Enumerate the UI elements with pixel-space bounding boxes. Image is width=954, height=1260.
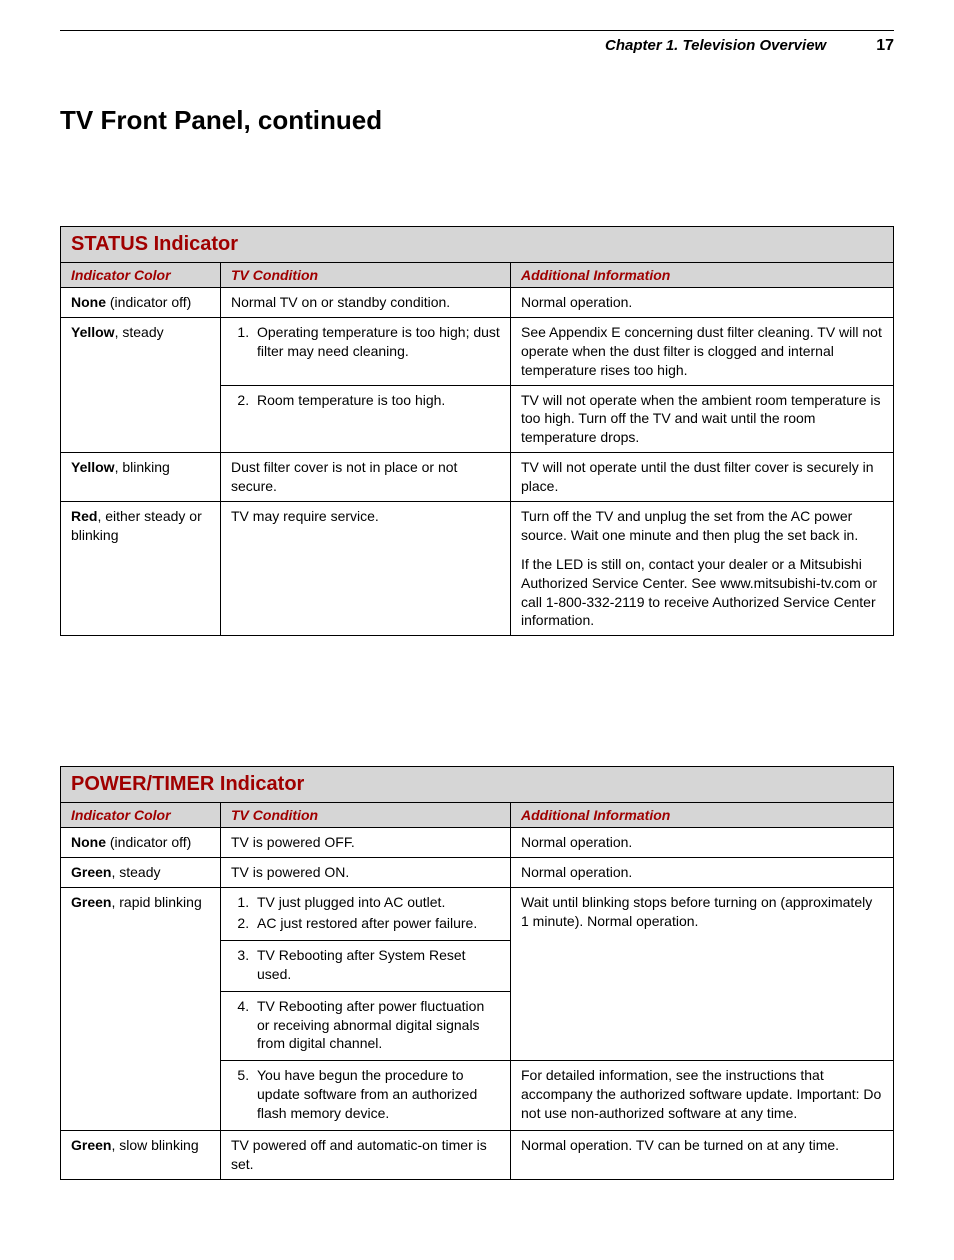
status-table-title: STATUS Indicator: [61, 227, 894, 263]
info-cell: Normal operation.: [511, 858, 894, 888]
status-indicator-table: STATUS Indicator Indicator Color TV Cond…: [60, 226, 894, 636]
condition-cell: TV may require service.: [221, 502, 511, 636]
table-row: Green, steady TV is powered ON. Normal o…: [61, 858, 894, 888]
condition-cell: Dust filter cover is not in place or not…: [221, 453, 511, 502]
condition-cell: TV is powered OFF.: [221, 828, 511, 858]
info-cell: Turn off the TV and unplug the set from …: [511, 502, 894, 636]
table-row: Yellow, blinking Dust filter cover is no…: [61, 453, 894, 502]
indicator-cell: Green, slow blinking: [61, 1131, 221, 1180]
list-item: TV just plugged into AC outlet.: [253, 893, 500, 912]
page-number: 17: [876, 37, 894, 55]
list-item: TV Rebooting after power fluctuation or …: [253, 997, 500, 1054]
page: Chapter 1. Television Overview 17 TV Fro…: [0, 0, 954, 1260]
indicator-suffix: , slow blinking: [111, 1137, 198, 1153]
indicator-cell: Green, steady: [61, 858, 221, 888]
condition-cell: TV powered off and automatic-on timer is…: [221, 1131, 511, 1180]
status-col-condition: TV Condition: [221, 263, 511, 288]
table-row: Red, either steady or blinking TV may re…: [61, 502, 894, 636]
indicator-cell: Yellow, steady: [61, 317, 221, 452]
info-paragraph: Turn off the TV and unplug the set from …: [521, 507, 883, 545]
list-item: TV Rebooting after System Reset used.: [253, 946, 500, 984]
condition-cell: TV is powered ON.: [221, 858, 511, 888]
condition-cell: TV just plugged into AC outlet. AC just …: [221, 888, 511, 941]
list-item: You have begun the procedure to update s…: [253, 1066, 500, 1123]
condition-cell: Normal TV on or standby condition.: [221, 288, 511, 318]
power-col-condition: TV Condition: [221, 803, 511, 828]
info-cell: Wait until blinking stops before turning…: [511, 888, 894, 1061]
condition-cell: You have begun the procedure to update s…: [221, 1061, 511, 1131]
info-cell: Normal operation.: [511, 288, 894, 318]
info-cell: TV will not operate when the ambient roo…: [511, 385, 894, 453]
indicator-suffix: , steady: [111, 864, 160, 880]
indicator-color: Yellow: [71, 324, 115, 340]
list-item: AC just restored after power failure.: [253, 914, 500, 933]
indicator-color: Green: [71, 894, 111, 910]
power-table-title: POWER/TIMER Indicator: [61, 767, 894, 803]
table-row: Green, slow blinking TV powered off and …: [61, 1131, 894, 1180]
indicator-cell: Yellow, blinking: [61, 453, 221, 502]
condition-cell: Operating temperature is too high; dust …: [221, 317, 511, 385]
indicator-suffix: (indicator off): [106, 294, 191, 310]
status-col-indicator: Indicator Color: [61, 263, 221, 288]
table-row: None (indicator off) Normal TV on or sta…: [61, 288, 894, 318]
info-cell: See Appendix E concerning dust filter cl…: [511, 317, 894, 385]
condition-cell: TV Rebooting after power fluctuation or …: [221, 991, 511, 1061]
power-timer-indicator-table: POWER/TIMER Indicator Indicator Color TV…: [60, 766, 894, 1179]
table-row: Green, rapid blinking TV just plugged in…: [61, 888, 894, 941]
indicator-color: None: [71, 834, 106, 850]
condition-cell: TV Rebooting after System Reset used.: [221, 940, 511, 991]
indicator-suffix: (indicator off): [106, 834, 191, 850]
list-item: Operating temperature is too high; dust …: [253, 323, 500, 361]
status-col-info: Additional Information: [511, 263, 894, 288]
indicator-cell: Green, rapid blinking: [61, 888, 221, 1131]
indicator-color: None: [71, 294, 106, 310]
info-cell: TV will not operate until the dust filte…: [511, 453, 894, 502]
table-row: None (indicator off) TV is powered OFF. …: [61, 828, 894, 858]
table-row: Yellow, steady Operating temperature is …: [61, 317, 894, 385]
indicator-color: Green: [71, 864, 111, 880]
page-title: TV Front Panel, continued: [60, 105, 894, 136]
info-cell: For detailed information, see the instru…: [511, 1061, 894, 1131]
indicator-color: Red: [71, 508, 97, 524]
indicator-cell: Red, either steady or blinking: [61, 502, 221, 636]
info-paragraph: If the LED is still on, contact your dea…: [521, 555, 883, 631]
power-col-info: Additional Information: [511, 803, 894, 828]
chapter-title: Chapter 1. Television Overview: [605, 37, 826, 54]
condition-cell: Room temperature is too high.: [221, 385, 511, 453]
indicator-suffix: , blinking: [115, 459, 170, 475]
header-rule: [60, 30, 894, 31]
indicator-color: Green: [71, 1137, 111, 1153]
info-cell: Normal operation.: [511, 828, 894, 858]
power-col-indicator: Indicator Color: [61, 803, 221, 828]
info-cell: Normal operation. TV can be turned on at…: [511, 1131, 894, 1180]
indicator-suffix: , rapid blinking: [111, 894, 201, 910]
running-header: Chapter 1. Television Overview 17: [60, 37, 894, 55]
indicator-suffix: , steady: [115, 324, 164, 340]
indicator-cell: None (indicator off): [61, 828, 221, 858]
indicator-cell: None (indicator off): [61, 288, 221, 318]
list-item: Room temperature is too high.: [253, 391, 500, 410]
indicator-color: Yellow: [71, 459, 115, 475]
